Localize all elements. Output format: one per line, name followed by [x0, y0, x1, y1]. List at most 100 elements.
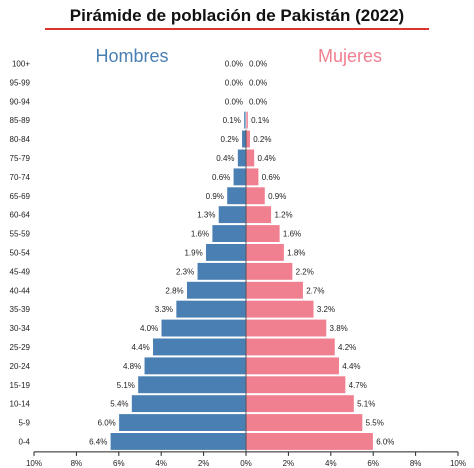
age-label-85-89: 85-89: [10, 116, 31, 125]
value-label-mujeres-20-24: 4.4%: [342, 362, 360, 371]
x-tick-label-5: 0%: [240, 459, 252, 468]
x-tick-label-1: 8%: [71, 459, 83, 468]
value-label-mujeres-70-74: 0.6%: [262, 173, 280, 182]
bar-mujeres-0-4: [245, 432, 374, 451]
age-label-5-9: 5-9: [18, 419, 30, 428]
value-label-hombres-75-79: 0.4%: [216, 154, 234, 163]
age-label-30-34: 30-34: [10, 324, 31, 333]
value-label-mujeres-30-34: 3.8%: [330, 324, 348, 333]
bar-mujeres-40-44: [245, 281, 304, 300]
value-label-mujeres-75-79: 0.4%: [257, 154, 275, 163]
age-label-95-99: 95-99: [10, 78, 31, 87]
bar-mujeres-85-89: [245, 111, 249, 130]
bar-hombres-45-49: [196, 262, 247, 281]
value-label-hombres-25-29: 4.4%: [131, 343, 149, 352]
value-label-mujeres-10-14: 5.1%: [357, 400, 375, 409]
age-label-80-84: 80-84: [10, 135, 31, 144]
value-label-mujeres-65-69: 0.9%: [268, 192, 286, 201]
value-label-hombres-60-64: 1.3%: [197, 211, 215, 220]
title-underline: [45, 28, 429, 30]
value-label-hombres-50-54: 1.9%: [184, 248, 202, 257]
bar-hombres-65-69: [226, 186, 247, 205]
x-tick-label-6: 2%: [283, 459, 295, 468]
value-label-mujeres-35-39: 3.2%: [317, 305, 335, 314]
age-label-40-44: 40-44: [10, 286, 31, 295]
age-label-60-64: 60-64: [10, 211, 31, 220]
bar-mujeres-35-39: [245, 300, 315, 319]
bar-mujeres-80-84: [245, 130, 251, 149]
value-label-hombres-35-39: 3.3%: [155, 305, 173, 314]
value-label-hombres-100+: 0.0%: [225, 59, 243, 68]
age-label-25-29: 25-29: [10, 343, 31, 352]
value-label-mujeres-100+: 0.0%: [249, 59, 267, 68]
age-label-65-69: 65-69: [10, 192, 31, 201]
x-tick-label-10: 10%: [450, 459, 466, 468]
bar-hombres-70-74: [232, 167, 247, 186]
age-label-75-79: 75-79: [10, 154, 31, 163]
bar-mujeres-5-9: [245, 413, 363, 432]
age-label-15-19: 15-19: [10, 381, 31, 390]
bar-mujeres-10-14: [245, 394, 355, 413]
bar-hombres-75-79: [237, 148, 247, 167]
bar-hombres-80-84: [241, 130, 247, 149]
bar-mujeres-45-49: [245, 262, 293, 281]
value-label-mujeres-95-99: 0.0%: [249, 78, 267, 87]
bar-hombres-25-29: [152, 337, 247, 357]
value-label-mujeres-85-89: 0.1%: [251, 116, 269, 125]
bar-hombres-85-89: [243, 111, 247, 130]
value-label-hombres-10-14: 5.4%: [110, 400, 128, 409]
value-label-mujeres-50-54: 1.8%: [287, 248, 305, 257]
age-label-55-59: 55-59: [10, 230, 31, 239]
value-label-hombres-90-94: 0.0%: [225, 97, 243, 106]
value-label-mujeres-80-84: 0.2%: [253, 135, 271, 144]
chart-title: Pirámide de población de Pakistán (2022): [69, 6, 405, 25]
value-label-hombres-55-59: 1.6%: [191, 230, 209, 239]
bar-hombres-30-34: [160, 318, 247, 338]
bar-hombres-60-64: [218, 205, 247, 224]
age-label-20-24: 20-24: [10, 362, 31, 371]
x-tick-label-7: 4%: [325, 459, 337, 468]
legend-mujeres: Mujeres: [318, 46, 382, 66]
value-label-hombres-0-4: 6.4%: [89, 437, 107, 446]
legend-hombres: Hombres: [95, 46, 168, 66]
value-label-hombres-15-19: 5.1%: [117, 381, 135, 390]
bar-hombres-10-14: [131, 394, 247, 413]
bar-hombres-15-19: [137, 375, 247, 394]
bar-mujeres-75-79: [245, 148, 255, 167]
value-label-mujeres-90-94: 0.0%: [249, 97, 267, 106]
value-label-mujeres-25-29: 4.2%: [338, 343, 356, 352]
bar-hombres-0-4: [110, 432, 247, 451]
value-label-hombres-85-89: 0.1%: [223, 116, 241, 125]
value-label-hombres-30-34: 4.0%: [140, 324, 158, 333]
age-label-70-74: 70-74: [10, 173, 31, 182]
age-label-50-54: 50-54: [10, 248, 31, 257]
age-label-90-94: 90-94: [10, 97, 31, 106]
x-tick-label-3: 4%: [155, 459, 167, 468]
x-tick-label-9: 8%: [410, 459, 422, 468]
x-tick-label-2: 6%: [113, 459, 125, 468]
value-label-mujeres-5-9: 5.5%: [366, 419, 384, 428]
bar-mujeres-65-69: [245, 186, 266, 205]
bar-hombres-20-24: [143, 356, 247, 375]
bar-mujeres-60-64: [245, 205, 272, 224]
value-label-hombres-95-99: 0.0%: [225, 78, 243, 87]
bar-mujeres-25-29: [245, 337, 336, 357]
value-label-hombres-65-69: 0.9%: [206, 192, 224, 201]
value-label-mujeres-40-44: 2.7%: [306, 286, 324, 295]
age-label-100+: 100+: [12, 59, 30, 68]
value-label-hombres-80-84: 0.2%: [221, 135, 239, 144]
bar-mujeres-50-54: [245, 243, 285, 262]
value-label-mujeres-55-59: 1.6%: [283, 230, 301, 239]
value-label-hombres-70-74: 0.6%: [212, 173, 230, 182]
value-label-mujeres-15-19: 4.7%: [349, 381, 367, 390]
bar-mujeres-15-19: [245, 375, 346, 394]
bar-hombres-35-39: [175, 300, 247, 319]
value-label-hombres-5-9: 6.0%: [98, 419, 116, 428]
bar-hombres-55-59: [211, 224, 247, 243]
bar-hombres-40-44: [186, 281, 247, 300]
bar-mujeres-70-74: [245, 167, 260, 186]
value-label-mujeres-60-64: 1.2%: [274, 211, 292, 220]
x-tick-label-8: 6%: [367, 459, 379, 468]
age-label-10-14: 10-14: [10, 400, 31, 409]
